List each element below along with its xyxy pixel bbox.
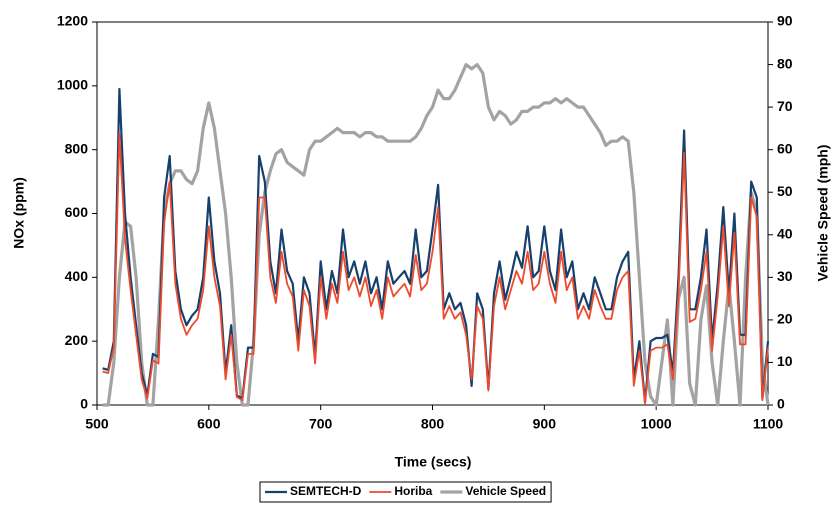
y-tick-label: 400 xyxy=(65,268,89,284)
y2-tick-label: 40 xyxy=(777,225,793,241)
legend: SEMTECH-D Horiba Vehicle Speed xyxy=(259,481,552,503)
y-tick-label: 200 xyxy=(65,332,89,348)
y2-tick-label: 0 xyxy=(777,396,785,412)
legend-label: SEMTECH-D xyxy=(290,484,362,498)
y-tick-label: 1200 xyxy=(57,13,88,29)
y-tick-label: 800 xyxy=(65,140,89,156)
x-tick-label: 800 xyxy=(421,416,445,432)
x-tick-label: 1100 xyxy=(753,416,784,432)
series-line xyxy=(102,87,770,403)
y-tick-label: 600 xyxy=(65,204,89,220)
series-line xyxy=(102,62,770,407)
y-axis-title: NOx (ppm) xyxy=(11,177,27,249)
x-tick-label: 900 xyxy=(533,416,557,432)
x-tick-label: 600 xyxy=(197,416,221,432)
x-tick-label: 500 xyxy=(85,416,109,432)
x-axis-title: Time (secs) xyxy=(395,454,472,470)
y2-tick-label: 50 xyxy=(777,183,793,199)
legend-label: Vehicle Speed xyxy=(465,484,546,498)
legend-box xyxy=(259,481,552,503)
y-tick-label: 0 xyxy=(80,396,88,412)
y2-tick-label: 10 xyxy=(777,353,793,369)
y2-axis-title: Vehicle Speed (mph) xyxy=(815,145,831,282)
x-tick-label: 700 xyxy=(309,416,333,432)
y2-tick-label: 20 xyxy=(777,311,793,327)
x-tick-label: 1000 xyxy=(641,416,672,432)
y2-tick-label: 30 xyxy=(777,268,793,284)
y2-tick-label: 80 xyxy=(777,55,793,71)
y2-tick-label: 60 xyxy=(777,140,793,156)
y2-tick-label: 90 xyxy=(777,13,793,29)
legend-label: Horiba xyxy=(394,484,432,498)
y2-tick-label: 70 xyxy=(777,98,793,114)
y-tick-label: 1000 xyxy=(57,77,88,93)
series-line xyxy=(102,132,769,405)
